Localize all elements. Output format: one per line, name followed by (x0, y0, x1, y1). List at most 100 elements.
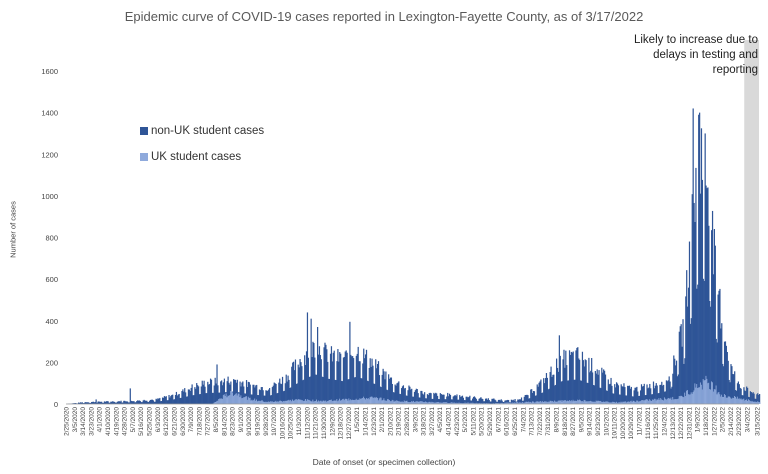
bar-uk (676, 399, 679, 404)
bar-non-uk (456, 394, 458, 404)
bar-uk (238, 393, 240, 404)
bar-non-uk (342, 357, 345, 404)
bar-uk (364, 398, 366, 404)
bar-non-uk (651, 394, 653, 404)
bar-non-uk (450, 399, 453, 404)
bar-non-uk (557, 371, 560, 404)
bar-non-uk (544, 378, 547, 404)
bar-non-uk (411, 388, 413, 404)
bar-uk (748, 400, 751, 404)
bar-uk (522, 402, 524, 404)
bar-non-uk (560, 381, 562, 404)
bar-uk (543, 401, 546, 404)
bar-uk (607, 401, 609, 404)
bar-uk (747, 400, 749, 404)
bar-non-uk (608, 384, 610, 404)
bar-uk (597, 400, 599, 404)
bar-non-uk (281, 384, 283, 404)
x-tick-label: 8/23/2020 (230, 407, 237, 436)
bar-non-uk (607, 379, 609, 404)
x-tick-label: 3/9/2021 (412, 407, 419, 433)
bar-non-uk (338, 361, 340, 404)
bar-non-uk (495, 400, 497, 404)
bar-non-uk (581, 351, 584, 404)
bar-uk (710, 389, 712, 404)
x-tick-label: 8/14/2020 (221, 407, 228, 436)
x-tick-label: 7/13/2021 (529, 407, 536, 436)
bar-non-uk (254, 387, 256, 404)
bar-uk (517, 402, 519, 404)
bar-uk (252, 400, 254, 404)
bar-uk (421, 401, 423, 404)
x-tick-label: 10/2/2021 (603, 407, 610, 436)
x-tick-label: 10/20/2021 (620, 407, 627, 440)
bar-non-uk (372, 365, 374, 404)
bar-non-uk (101, 401, 103, 404)
bar-non-uk (294, 359, 297, 404)
bar-non-uk (631, 396, 633, 404)
bar-uk (222, 395, 225, 404)
bar-non-uk (568, 350, 571, 404)
bar-non-uk (409, 386, 411, 404)
x-tick-label: 12/9/2020 (329, 407, 336, 436)
bar-non-uk (653, 388, 656, 404)
bar-uk (441, 402, 443, 404)
bar-non-uk (687, 287, 690, 404)
bar-non-uk (751, 393, 753, 404)
bar-non-uk (151, 399, 154, 404)
bar-uk (309, 400, 311, 404)
bar-non-uk (698, 114, 700, 405)
bar-uk (527, 402, 529, 404)
bar-uk (530, 401, 532, 404)
bar-non-uk (625, 395, 627, 404)
bar-uk (293, 400, 295, 404)
bar-non-uk (182, 389, 184, 404)
bar-non-uk (261, 387, 263, 404)
bar-non-uk (671, 386, 673, 404)
bar-uk (499, 403, 501, 404)
bar-non-uk (367, 381, 369, 404)
bar-non-uk (472, 396, 475, 404)
bar-uk (292, 399, 294, 404)
bar-non-uk (622, 386, 624, 404)
bar-non-uk (87, 402, 89, 404)
bar-uk (643, 400, 645, 404)
bar-non-uk (687, 306, 689, 404)
bar-non-uk (396, 383, 398, 404)
bar-non-uk (579, 359, 581, 404)
bar-uk (328, 400, 330, 404)
bar-non-uk (233, 379, 235, 404)
bar-uk (496, 403, 498, 404)
bar-non-uk (209, 384, 211, 404)
bar-non-uk (166, 400, 168, 404)
bar-non-uk (157, 398, 159, 404)
bar-uk (286, 400, 288, 404)
bar-non-uk (153, 401, 155, 404)
bar-non-uk (263, 395, 265, 404)
bar-non-uk (139, 401, 142, 404)
bar-non-uk (145, 400, 147, 404)
bar-uk (750, 401, 752, 404)
bar-non-uk (491, 398, 493, 404)
legend-item-non-uk: non-UK student cases (140, 125, 264, 137)
bar-non-uk (635, 387, 637, 404)
bar-uk (439, 402, 441, 404)
bar-non-uk (578, 358, 580, 404)
bar-uk (610, 402, 612, 404)
bar-non-uk (364, 358, 366, 404)
bar-non-uk (84, 402, 86, 404)
bar-non-uk (708, 225, 710, 404)
bar-uk (567, 400, 569, 404)
bar-non-uk (643, 383, 645, 404)
annotation-note: Likely to increase due to delays in test… (633, 34, 758, 76)
bar-uk (576, 400, 578, 404)
bar-uk (536, 401, 538, 404)
bar-uk (588, 401, 590, 404)
bar-non-uk (89, 402, 92, 404)
bar-uk (311, 401, 313, 404)
bar-uk (759, 402, 761, 404)
bar-non-uk (111, 401, 113, 404)
bar-non-uk (181, 391, 183, 404)
bar-uk (678, 396, 680, 404)
bar-uk (450, 402, 453, 404)
